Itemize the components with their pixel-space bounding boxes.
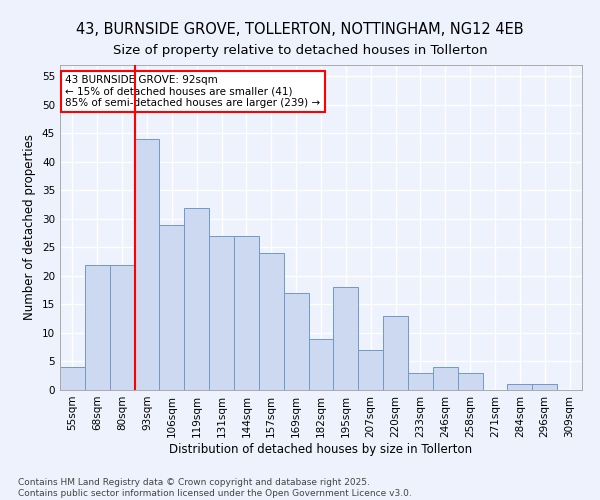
Y-axis label: Number of detached properties: Number of detached properties <box>23 134 37 320</box>
Bar <box>259 253 284 390</box>
Bar <box>85 264 110 390</box>
Bar <box>383 316 408 390</box>
Bar <box>110 264 134 390</box>
Bar <box>433 367 458 390</box>
X-axis label: Distribution of detached houses by size in Tollerton: Distribution of detached houses by size … <box>169 442 473 456</box>
Bar <box>160 224 184 390</box>
Bar <box>532 384 557 390</box>
Text: 43 BURNSIDE GROVE: 92sqm
← 15% of detached houses are smaller (41)
85% of semi-d: 43 BURNSIDE GROVE: 92sqm ← 15% of detach… <box>65 74 320 108</box>
Bar <box>308 338 334 390</box>
Text: 43, BURNSIDE GROVE, TOLLERTON, NOTTINGHAM, NG12 4EB: 43, BURNSIDE GROVE, TOLLERTON, NOTTINGHA… <box>76 22 524 38</box>
Text: Size of property relative to detached houses in Tollerton: Size of property relative to detached ho… <box>113 44 487 57</box>
Bar <box>209 236 234 390</box>
Bar <box>60 367 85 390</box>
Bar <box>134 139 160 390</box>
Bar <box>234 236 259 390</box>
Text: Contains HM Land Registry data © Crown copyright and database right 2025.
Contai: Contains HM Land Registry data © Crown c… <box>18 478 412 498</box>
Bar <box>358 350 383 390</box>
Bar <box>184 208 209 390</box>
Bar <box>408 373 433 390</box>
Bar <box>284 293 308 390</box>
Bar <box>334 288 358 390</box>
Bar <box>508 384 532 390</box>
Bar <box>458 373 482 390</box>
